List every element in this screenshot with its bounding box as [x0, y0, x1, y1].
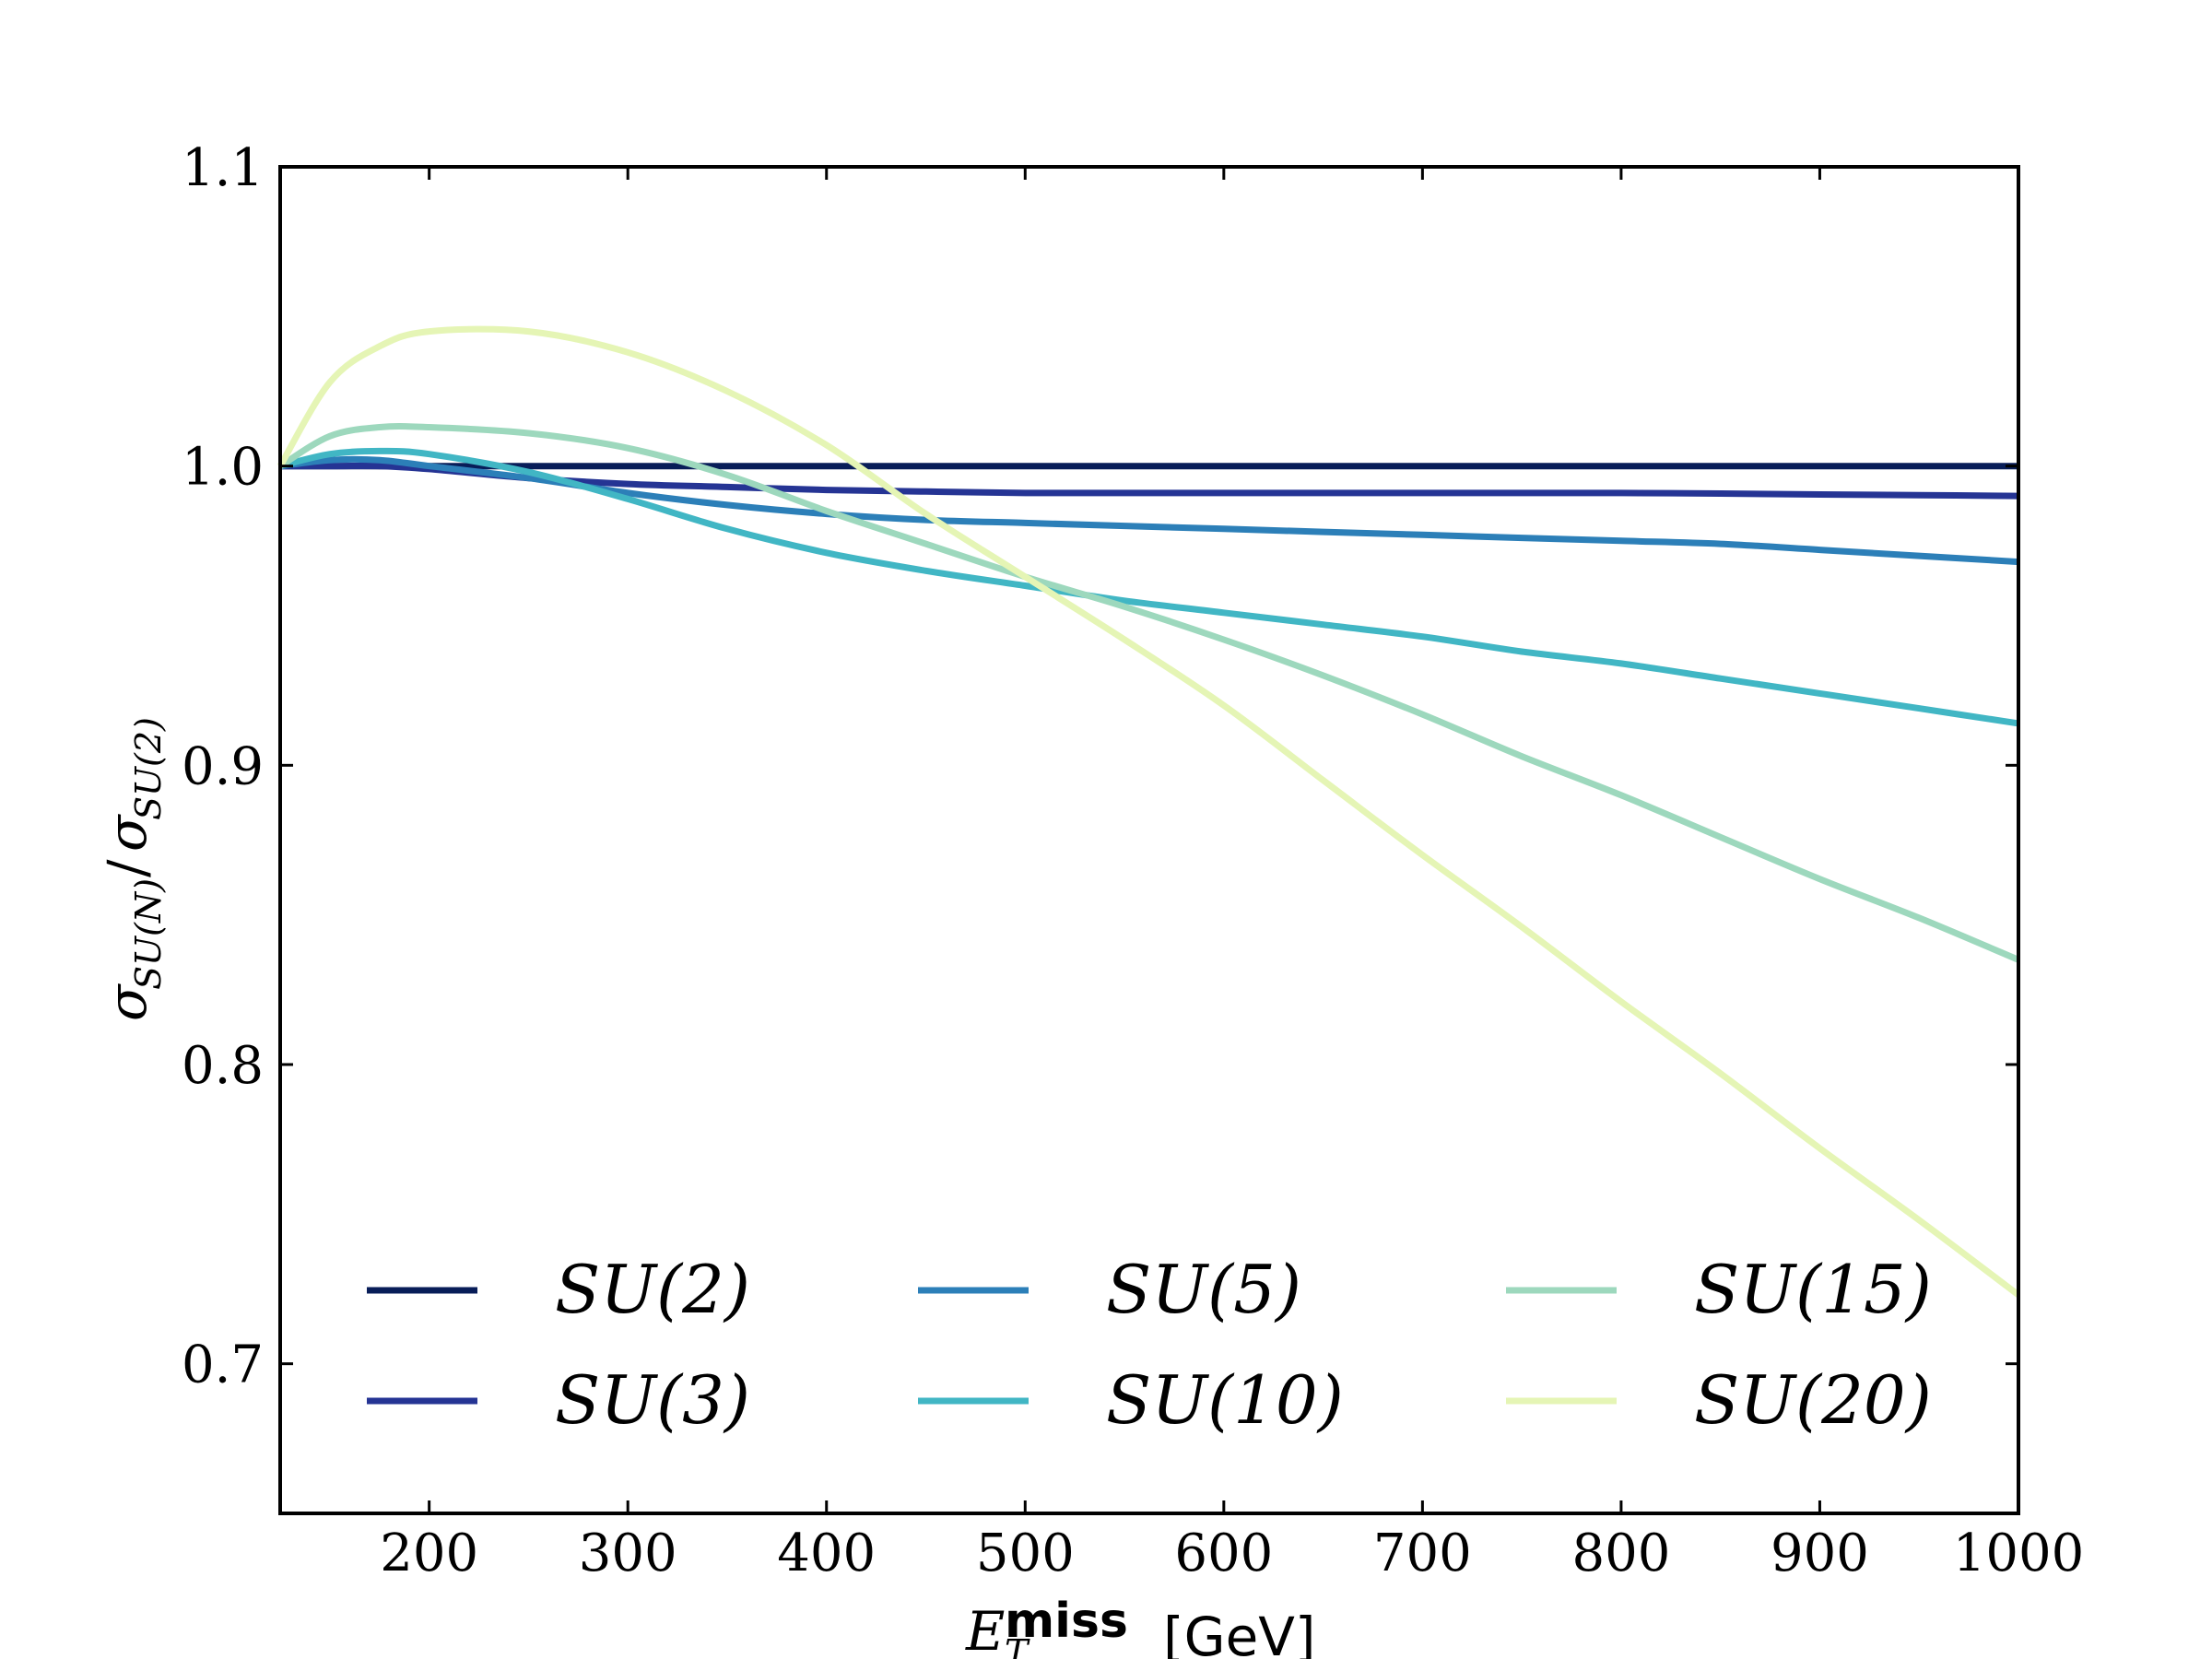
y-axis-label-symbol: σ: [96, 983, 159, 1021]
y-tick-label: 0.7: [182, 1335, 264, 1395]
y-tick-label: 1.1: [182, 138, 264, 198]
y-axis-label-denominator-symbol: σ: [96, 814, 159, 852]
x-axis-label-symbol: E: [965, 1600, 1005, 1659]
y-tick-label: 1.0: [182, 438, 264, 498]
x-tick-label: 700: [1373, 1524, 1472, 1583]
legend-label-su3: SU(3): [555, 1361, 750, 1439]
legend-label-su5: SU(5): [1106, 1251, 1301, 1328]
legend-label-su10: SU(10): [1106, 1361, 1344, 1439]
y-axis-label-separator: /: [96, 859, 159, 877]
ticks-layer: 200 300 400 500 600 700 800 900 1000 0.7 0.8 0.9 1.0…: [182, 138, 2084, 1583]
y-tick-label: 0.8: [182, 1036, 264, 1096]
x-tick-label: 300: [579, 1524, 677, 1583]
y-axis-label-denominator-subscript: SU(2): [128, 717, 169, 820]
y-axis-label-numerator-subscript: SU(N): [128, 878, 169, 990]
series-line-su10: [279, 447, 2019, 727]
x-tick-label: 500: [976, 1524, 1075, 1583]
x-axis-label: E T miss [GeV]: [965, 1594, 1316, 1659]
x-axis-label-subscript: T: [1005, 1632, 1030, 1659]
x-tick-label: 1000: [1953, 1524, 2085, 1583]
x-tick-label: 400: [777, 1524, 876, 1583]
legend-label-su15: SU(15): [1694, 1251, 1932, 1328]
x-tick-label: 900: [1771, 1524, 1869, 1583]
y-tick-label: 0.9: [182, 736, 264, 796]
series-line-su5: [279, 455, 2019, 566]
legend: SU(2) SU(3) SU(5) SU(10) SU(15) SU(20): [367, 1251, 1932, 1439]
x-tick-label: 600: [1174, 1524, 1273, 1583]
x-axis-label-unit: [GeV]: [1163, 1606, 1316, 1659]
series-line-su20: [276, 325, 2021, 1298]
series-layer: [276, 325, 2021, 1298]
legend-label-su20: SU(20): [1694, 1361, 1932, 1439]
plot-frame: [278, 165, 2020, 1515]
x-tick-label: 800: [1571, 1524, 1670, 1583]
x-axis-label-superscript: miss: [1005, 1594, 1128, 1649]
x-tick-label: 200: [380, 1524, 478, 1583]
series-line-su15: [278, 422, 2020, 963]
legend-label-su2: SU(2): [555, 1251, 750, 1328]
y-axis-label: σ SU(N) / σ SU(2): [96, 717, 169, 1021]
